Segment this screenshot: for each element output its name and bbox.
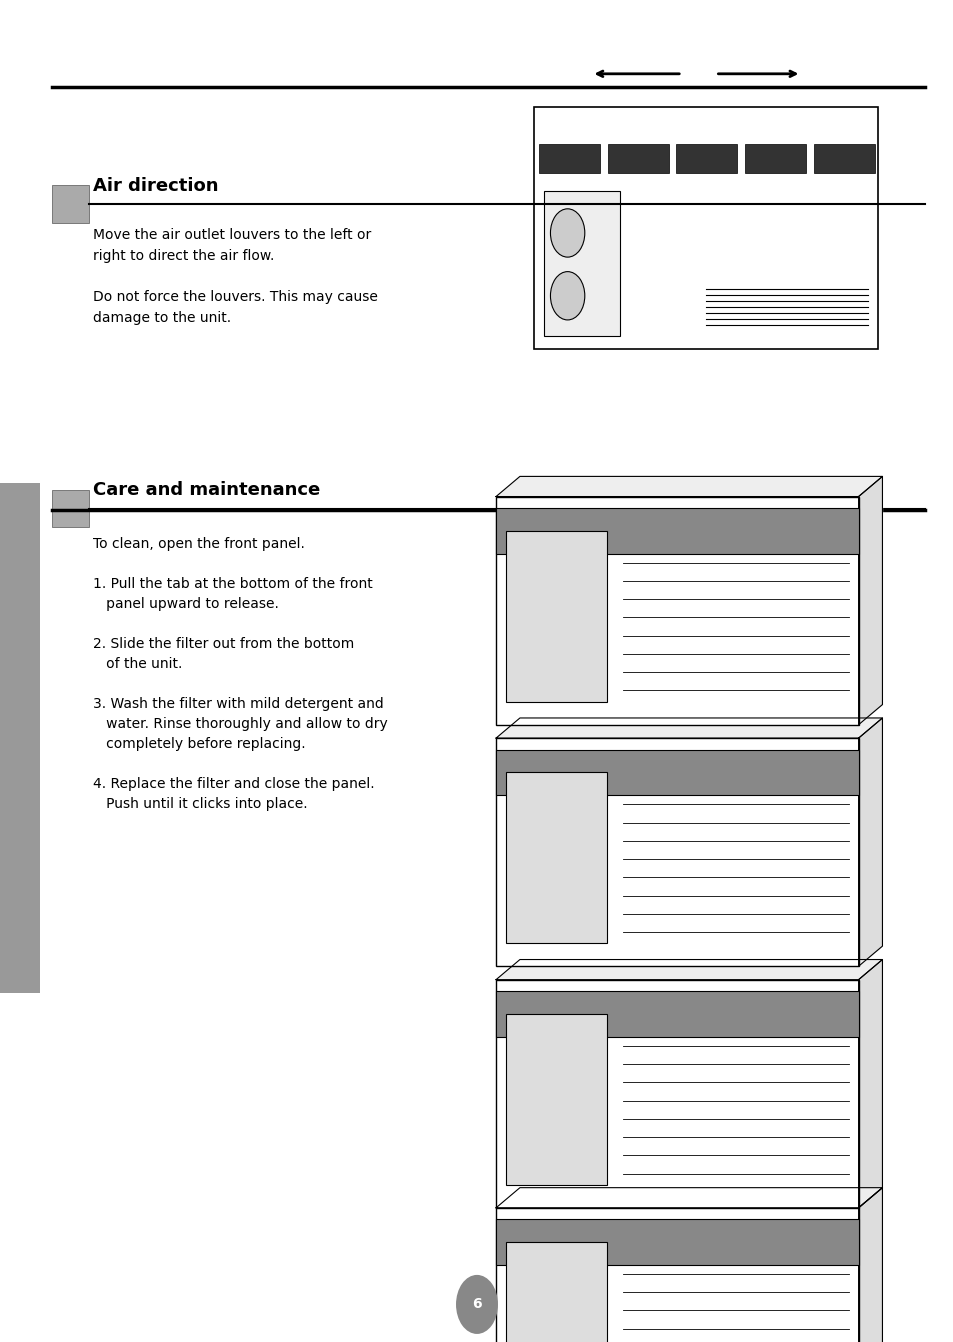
Bar xyxy=(505,1243,606,1342)
Bar xyxy=(496,1208,858,1342)
Bar xyxy=(496,1219,858,1264)
Bar xyxy=(496,749,858,794)
Bar xyxy=(52,490,89,527)
Bar xyxy=(496,497,858,725)
Polygon shape xyxy=(496,476,882,497)
Bar xyxy=(744,144,805,173)
Text: To clean, open the front panel.

1. Pull the tab at the bottom of the front
   p: To clean, open the front panel. 1. Pull … xyxy=(92,537,387,812)
Bar xyxy=(496,990,858,1036)
Bar xyxy=(813,144,874,173)
Polygon shape xyxy=(858,1188,882,1342)
Bar xyxy=(496,507,858,553)
Circle shape xyxy=(550,209,584,258)
Bar xyxy=(543,191,619,336)
Circle shape xyxy=(456,1275,497,1334)
Text: Air direction: Air direction xyxy=(92,177,218,195)
Bar xyxy=(505,1015,606,1185)
Text: Move the air outlet louvers to the left or
right to direct the air flow.

Do not: Move the air outlet louvers to the left … xyxy=(92,228,377,325)
Polygon shape xyxy=(496,1188,882,1208)
Text: 6: 6 xyxy=(472,1298,481,1311)
Polygon shape xyxy=(858,960,882,1208)
Text: Care and maintenance: Care and maintenance xyxy=(92,482,319,499)
Bar xyxy=(496,738,858,966)
Bar xyxy=(534,107,877,349)
Bar xyxy=(505,530,606,702)
Bar xyxy=(0,483,40,993)
Polygon shape xyxy=(858,476,882,725)
Bar xyxy=(496,980,858,1208)
Polygon shape xyxy=(496,960,882,980)
Bar xyxy=(505,772,606,943)
Circle shape xyxy=(550,271,584,319)
Polygon shape xyxy=(858,718,882,966)
Bar xyxy=(607,144,668,173)
Bar xyxy=(676,144,737,173)
Bar xyxy=(52,185,89,223)
Bar xyxy=(538,144,599,173)
Polygon shape xyxy=(496,718,882,738)
